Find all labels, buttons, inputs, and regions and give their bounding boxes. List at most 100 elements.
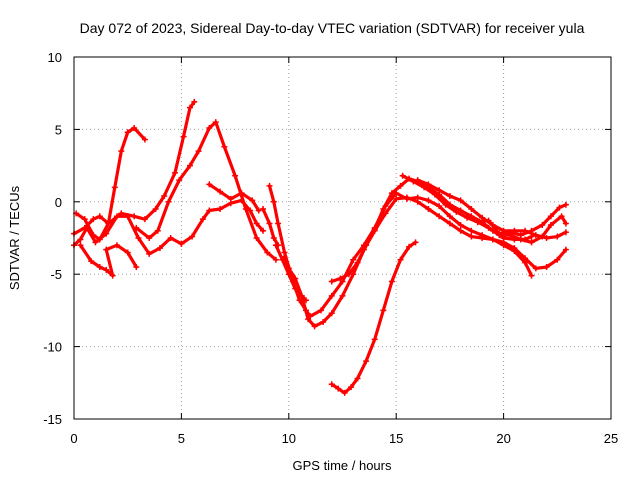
data-point xyxy=(406,243,413,250)
data-point xyxy=(154,227,161,234)
data-point xyxy=(393,195,400,202)
data-point xyxy=(468,227,475,234)
data-point xyxy=(186,162,193,169)
data-point xyxy=(113,242,120,249)
series-arc-11 xyxy=(282,195,568,328)
data-point xyxy=(328,292,335,299)
data-point xyxy=(77,242,84,249)
data-point xyxy=(247,207,254,214)
data-point xyxy=(479,235,486,241)
data-point xyxy=(253,235,260,241)
series-arc-5 xyxy=(134,120,278,262)
data-point xyxy=(562,220,569,227)
data-point xyxy=(425,181,432,188)
data-point xyxy=(238,190,245,197)
data-point xyxy=(543,263,550,270)
data-point xyxy=(532,232,539,239)
data-point xyxy=(380,206,387,213)
data-point xyxy=(363,358,370,365)
data-point xyxy=(335,385,342,392)
data-point xyxy=(131,124,138,131)
data-point xyxy=(266,182,273,189)
data-point xyxy=(496,230,503,237)
data-series xyxy=(71,98,569,396)
data-point xyxy=(131,213,138,220)
data-point xyxy=(96,213,103,220)
x-axis-label: GPS time / hours xyxy=(293,458,392,473)
data-point xyxy=(249,197,256,204)
data-point xyxy=(562,229,569,236)
data-point xyxy=(511,245,518,252)
data-point xyxy=(275,220,282,227)
data-point xyxy=(371,336,378,343)
data-point xyxy=(436,187,443,194)
x-tick-label: 5 xyxy=(178,431,185,446)
data-point xyxy=(88,258,95,265)
data-point xyxy=(92,239,99,246)
data-point xyxy=(180,133,187,140)
data-point xyxy=(339,292,346,299)
x-tick-label: 10 xyxy=(282,431,296,446)
series-arc-16 xyxy=(330,240,418,395)
data-point xyxy=(562,246,569,253)
data-point xyxy=(253,220,260,227)
data-point xyxy=(414,198,421,205)
data-point xyxy=(186,104,193,111)
data-point xyxy=(227,195,234,202)
data-point xyxy=(146,235,153,241)
data-point xyxy=(397,182,404,189)
data-point xyxy=(270,198,277,205)
data-point xyxy=(421,184,428,191)
data-point xyxy=(217,188,224,195)
data-point xyxy=(431,191,438,198)
data-point xyxy=(532,265,539,272)
data-point xyxy=(556,204,563,211)
data-point xyxy=(354,259,361,266)
data-point xyxy=(403,194,410,201)
y-tick-label: -15 xyxy=(43,412,62,427)
data-point xyxy=(528,227,535,234)
data-point xyxy=(363,242,370,249)
series-arc-9 xyxy=(267,184,534,318)
data-point xyxy=(255,207,262,214)
data-point xyxy=(133,224,140,231)
data-point xyxy=(442,201,449,208)
data-point xyxy=(111,184,118,191)
data-point xyxy=(272,256,279,263)
data-point xyxy=(479,214,486,221)
data-point xyxy=(436,213,443,220)
data-point xyxy=(96,263,103,270)
data-point xyxy=(90,216,97,223)
data-point xyxy=(152,206,159,213)
data-point xyxy=(272,242,279,249)
y-tick-label: 10 xyxy=(48,50,62,65)
data-point xyxy=(371,226,378,233)
data-point xyxy=(118,148,125,155)
data-point xyxy=(191,98,198,105)
data-point xyxy=(217,206,224,213)
data-point xyxy=(103,266,110,273)
data-point xyxy=(328,381,335,388)
data-point xyxy=(167,235,174,241)
data-point xyxy=(453,208,460,215)
x-tick-label: 15 xyxy=(389,431,403,446)
data-point xyxy=(328,278,335,285)
data-point xyxy=(311,323,318,330)
data-point xyxy=(446,220,453,227)
series-arc-8 xyxy=(261,207,280,247)
series-arc-1 xyxy=(72,214,183,256)
series-arc-6 xyxy=(179,198,265,246)
data-point xyxy=(522,255,529,262)
data-point xyxy=(266,220,273,227)
data-point xyxy=(320,318,327,325)
data-point xyxy=(133,263,140,270)
data-point xyxy=(96,236,103,243)
data-point xyxy=(446,213,453,220)
data-point xyxy=(397,256,404,263)
data-point xyxy=(328,310,335,317)
data-point xyxy=(189,233,196,240)
data-point xyxy=(528,272,535,279)
y-axis-label: SDTVAR / TECUs xyxy=(7,185,22,290)
data-point xyxy=(414,177,421,184)
